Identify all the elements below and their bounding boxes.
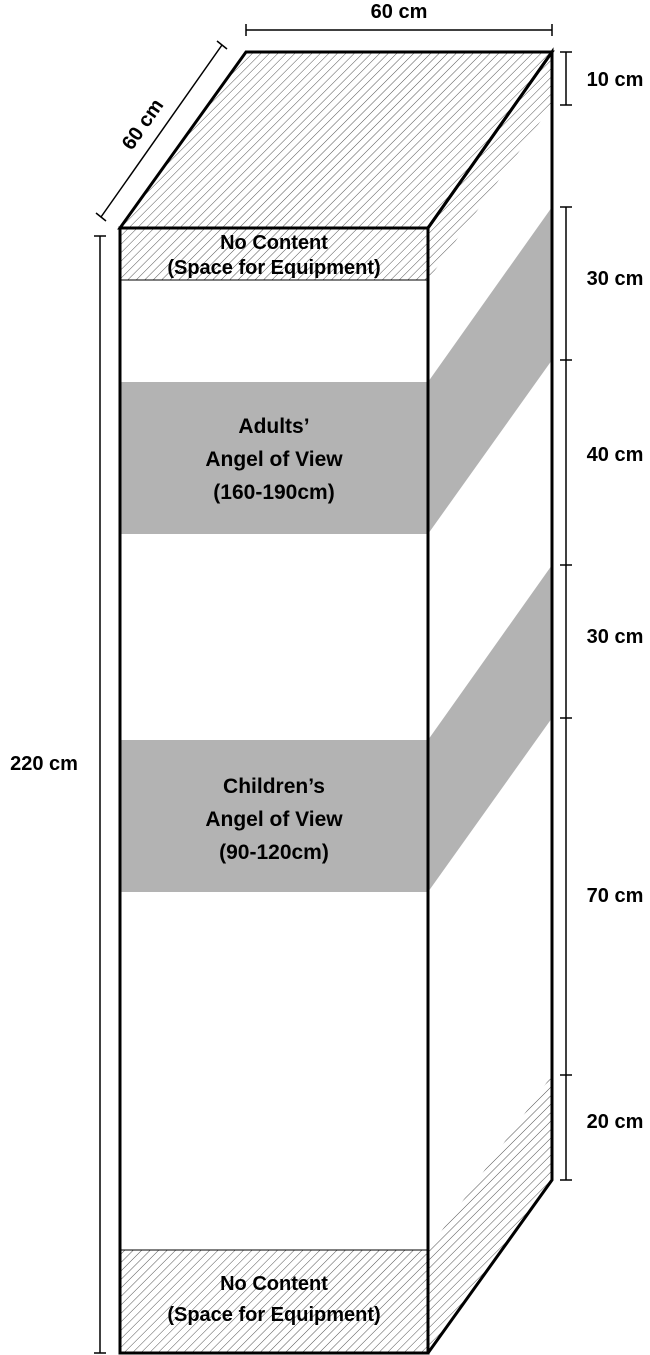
depth-dimension-tick-bottom <box>95 212 107 222</box>
depth-label: 60 cm <box>118 95 169 154</box>
front-bottom-no-content <box>120 1250 428 1353</box>
segment-label-4: 30 cm <box>587 626 644 648</box>
adults-zone-line1: Adults’ <box>238 415 309 438</box>
front-adults-band <box>120 382 428 534</box>
top-no-content-line1: No Content <box>220 232 328 254</box>
front-face-outline <box>118 226 430 1355</box>
adults-zone-line3: (160-190cm) <box>213 481 334 504</box>
side-children-band <box>428 565 552 892</box>
segment-label-6: 20 cm <box>587 1111 644 1133</box>
width-label: 60 cm <box>371 1 428 23</box>
depth-dimension-tick-top <box>216 40 228 50</box>
segment-label-1: 10 cm <box>587 69 644 91</box>
segment-dimensions <box>560 51 572 1181</box>
depth-dimension-line <box>100 44 223 218</box>
children-zone-line3: (90-120cm) <box>219 841 329 864</box>
front-top-no-content <box>120 228 428 280</box>
segment-label-5: 70 cm <box>587 885 644 907</box>
side-top-hatch <box>428 52 552 280</box>
front-children-band <box>120 740 428 892</box>
bottom-no-content-line2: (Space for Equipment) <box>167 1304 380 1326</box>
top-face <box>117 50 555 230</box>
segment-label-2: 30 cm <box>587 268 644 290</box>
top-no-content-line2: (Space for Equipment) <box>167 257 380 279</box>
segment-label-3: 40 cm <box>587 444 644 466</box>
side-adults-band <box>428 207 552 534</box>
adults-zone-line2: Angel of View <box>205 448 343 471</box>
side-bottom-hatch <box>428 1075 552 1353</box>
bottom-no-content-line1: No Content <box>220 1273 328 1295</box>
children-zone-line2: Angel of View <box>205 808 343 831</box>
children-zone-line1: Children’s <box>223 775 325 798</box>
side-face-outline <box>426 47 554 1354</box>
total-height-label: 220 cm <box>10 753 78 775</box>
